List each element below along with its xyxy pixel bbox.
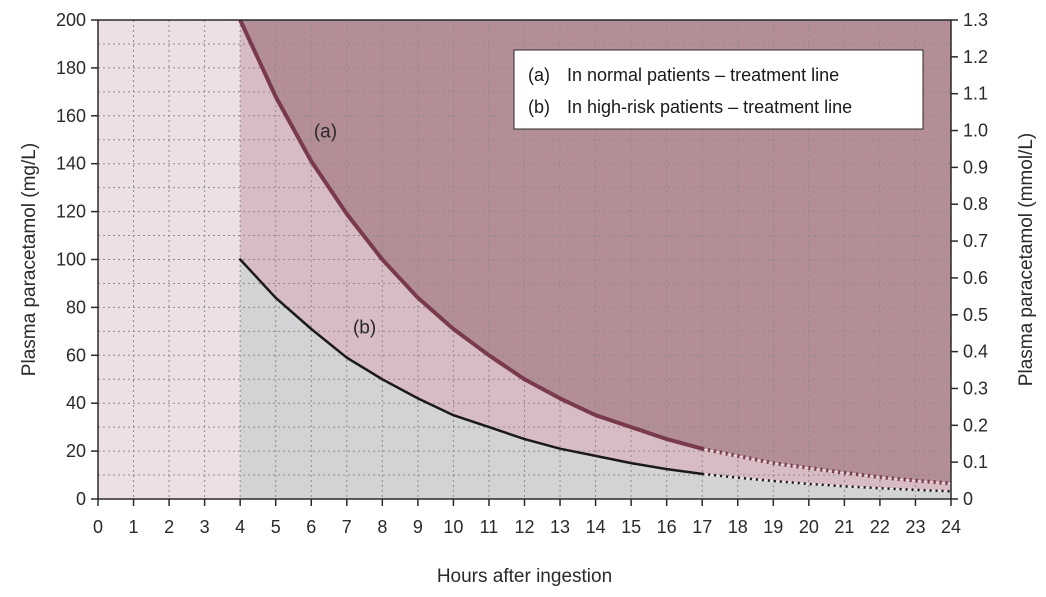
x-tick-labels: 0 1 2 3 4 5 6 7 8 9 10 11 12 13 14 15 16 17 18 19 20 21 22 23 24 — [93, 517, 961, 537]
x-tick-label: 3 — [200, 517, 210, 537]
x-tick-label: 14 — [586, 517, 606, 537]
legend-key-a: (a) — [528, 65, 550, 85]
y-right-tick-label: 0.5 — [963, 305, 988, 325]
y-left-tick-label: 100 — [56, 250, 86, 270]
y-right-tick-label: 1.0 — [963, 121, 988, 141]
y-right-tick-label: 0.2 — [963, 415, 988, 435]
y-right-tick-label: 0.4 — [963, 342, 988, 362]
series-line-a-solid — [238, 20, 705, 451]
legend: (a) In normal patients – treatment line … — [513, 49, 924, 130]
y-left-tick-label: 80 — [66, 297, 86, 317]
x-tick-label: 13 — [550, 517, 570, 537]
y-right-tick-label: 0.1 — [963, 452, 988, 472]
y-right-tick-label: 0.6 — [963, 268, 988, 288]
x-tick-label: 23 — [905, 517, 925, 537]
y-right-tick-labels: 0 0.1 0.2 0.3 0.4 0.5 0.6 0.7 0.8 0.9 1.0 1.1 1.2 1.3 — [963, 10, 988, 509]
x-tick-label: 2 — [164, 517, 174, 537]
x-tick-label: 10 — [443, 517, 463, 537]
y-axis-right-title: Plasma paracetamol (mmol/L) — [1016, 133, 1037, 386]
x-tick-label: 5 — [271, 517, 281, 537]
x-tick-label: 6 — [306, 517, 316, 537]
y-right-tick-label: 0.9 — [963, 157, 988, 177]
axes — [91, 19, 958, 506]
x-tick-label: 20 — [799, 517, 819, 537]
y-right-tick-label: 1.2 — [963, 47, 988, 67]
legend-entry-b: In high-risk patients – treatment line — [567, 97, 852, 117]
x-tick-label: 18 — [728, 517, 748, 537]
y-left-tick-label: 60 — [66, 345, 86, 365]
series-line-a-extrapolated — [701, 446, 951, 486]
y-left-tick-labels: 0 20 40 60 80 100 120 140 160 180 200 — [56, 10, 86, 509]
series-lines — [238, 20, 951, 493]
x-tick-label: 24 — [941, 517, 961, 537]
series-line-b-solid — [238, 258, 704, 476]
x-tick-label: 0 — [93, 517, 103, 537]
x-tick-label: 19 — [763, 517, 783, 537]
y-left-tick-label: 160 — [56, 106, 86, 126]
y-left-tick-label: 200 — [56, 10, 86, 30]
y-axis-left-title: Plasma paracetamol (mg/L) — [19, 143, 40, 376]
y-right-tick-label: 0.8 — [963, 194, 988, 214]
x-tick-label: 4 — [235, 517, 245, 537]
legend-box — [513, 49, 924, 130]
x-tick-label: 21 — [834, 517, 854, 537]
y-left-tick-label: 40 — [66, 393, 86, 413]
y-left-tick-label: 180 — [56, 58, 86, 78]
y-left-tick-label: 140 — [56, 154, 86, 174]
x-tick-label: 17 — [692, 517, 712, 537]
region-between-lines — [240, 20, 951, 492]
x-tick-label: 11 — [480, 517, 499, 537]
x-tick-label: 8 — [377, 517, 387, 537]
legend-entry-a: In normal patients – treatment line — [567, 65, 839, 85]
series-label-a: (a) — [314, 121, 337, 142]
y-left-tick-label: 0 — [76, 489, 86, 509]
y-right-tick-label: 1.1 — [963, 84, 988, 104]
region-below-line-b — [240, 259, 951, 499]
x-tick-label: 1 — [129, 517, 139, 537]
x-tick-label: 16 — [657, 517, 677, 537]
series-label-b: (b) — [353, 318, 376, 339]
legend-key-b: (b) — [528, 97, 550, 117]
y-right-tick-label: 0.7 — [963, 231, 988, 251]
x-axis-title: Hours after ingestion — [437, 566, 612, 587]
y-right-tick-label: 0 — [963, 489, 973, 509]
x-tick-label: 9 — [413, 517, 423, 537]
y-right-tick-label: 0.3 — [963, 378, 988, 398]
x-tick-label: 12 — [514, 517, 534, 537]
x-tick-label: 15 — [621, 517, 641, 537]
y-right-tick-label: 1.3 — [963, 10, 988, 30]
x-tick-label: 22 — [870, 517, 890, 537]
y-left-tick-label: 120 — [56, 202, 86, 222]
y-left-tick-label: 20 — [66, 441, 86, 461]
series-line-b-extrapolated-highlight — [702, 473, 951, 493]
x-tick-label: 7 — [342, 517, 352, 537]
